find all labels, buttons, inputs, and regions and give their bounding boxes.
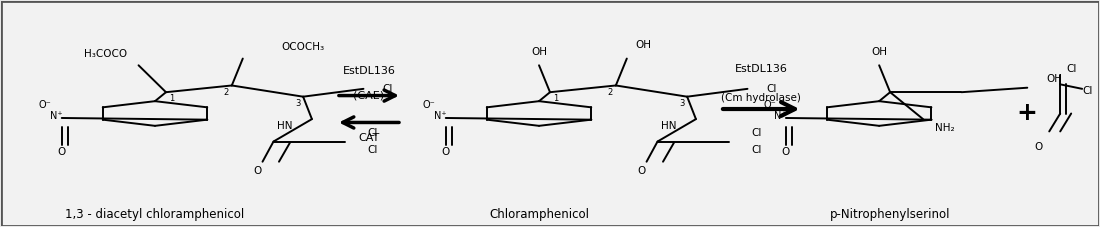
Text: Cl: Cl — [767, 84, 777, 94]
Text: OH: OH — [636, 40, 651, 50]
Text: Cl: Cl — [367, 128, 377, 138]
Text: Cl: Cl — [1082, 86, 1092, 96]
Text: N⁺: N⁺ — [774, 111, 786, 121]
Text: 3: 3 — [295, 99, 300, 108]
Text: 3: 3 — [679, 99, 684, 108]
Text: 1: 1 — [553, 94, 558, 104]
Text: Cl: Cl — [383, 84, 393, 94]
Text: O⁻: O⁻ — [763, 99, 776, 110]
Text: O: O — [1034, 142, 1043, 152]
Text: OH: OH — [1047, 74, 1063, 84]
Text: EstDL136: EstDL136 — [342, 66, 395, 76]
Text: O⁻: O⁻ — [39, 99, 52, 110]
Text: +: + — [1016, 101, 1037, 126]
Text: Cl: Cl — [367, 146, 377, 155]
Text: Cl: Cl — [751, 146, 761, 155]
Text: Chloramphenicol: Chloramphenicol — [490, 208, 588, 221]
Text: N⁺: N⁺ — [434, 111, 447, 121]
Text: O: O — [441, 147, 450, 157]
Text: 1: 1 — [168, 94, 174, 104]
Text: 2: 2 — [607, 88, 613, 97]
Text: O: O — [253, 166, 261, 176]
Text: O: O — [57, 147, 66, 157]
Text: HN: HN — [661, 121, 676, 131]
Text: OH: OH — [871, 47, 888, 57]
Text: NH₂: NH₂ — [935, 123, 955, 133]
Text: OCOCH₃: OCOCH₃ — [282, 42, 324, 52]
Text: Cl: Cl — [751, 128, 761, 138]
Text: O⁻: O⁻ — [422, 99, 436, 110]
Text: 2: 2 — [223, 88, 229, 97]
Text: 1,3 - diacetyl chloramphenicol: 1,3 - diacetyl chloramphenicol — [65, 208, 244, 221]
Text: N⁺: N⁺ — [50, 111, 63, 121]
Text: p-Nitrophenylserinol: p-Nitrophenylserinol — [829, 208, 950, 221]
Text: O: O — [637, 166, 646, 176]
Text: OH: OH — [531, 47, 547, 57]
Text: HN: HN — [277, 121, 293, 131]
Text: CAT: CAT — [359, 133, 380, 143]
Text: Cl: Cl — [1066, 64, 1077, 74]
Text: (CAE): (CAE) — [353, 91, 385, 101]
Text: EstDL136: EstDL136 — [735, 64, 788, 74]
Text: (Cm hydrolase): (Cm hydrolase) — [722, 93, 801, 103]
Text: O: O — [782, 147, 790, 157]
Text: H₃COCO: H₃COCO — [84, 49, 128, 59]
